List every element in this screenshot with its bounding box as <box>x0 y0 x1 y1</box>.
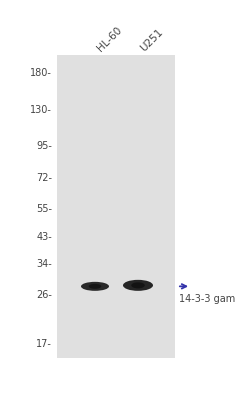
Text: 72-: 72- <box>36 173 52 183</box>
Text: 26-: 26- <box>36 290 52 300</box>
Ellipse shape <box>123 280 153 291</box>
Ellipse shape <box>131 282 145 288</box>
Text: HL-60: HL-60 <box>95 24 123 53</box>
Ellipse shape <box>81 282 109 291</box>
Ellipse shape <box>89 284 101 289</box>
Text: 55-: 55- <box>36 204 52 214</box>
Text: 43-: 43- <box>36 232 52 242</box>
Text: U251: U251 <box>138 26 164 53</box>
Text: 130-: 130- <box>30 105 52 115</box>
Bar <box>57 55 175 358</box>
Text: 180-: 180- <box>30 68 52 78</box>
Text: 34-: 34- <box>36 259 52 269</box>
Text: 17-: 17- <box>36 339 52 349</box>
Text: 14-3-3 gamma: 14-3-3 gamma <box>179 294 236 304</box>
Text: 95-: 95- <box>36 141 52 151</box>
